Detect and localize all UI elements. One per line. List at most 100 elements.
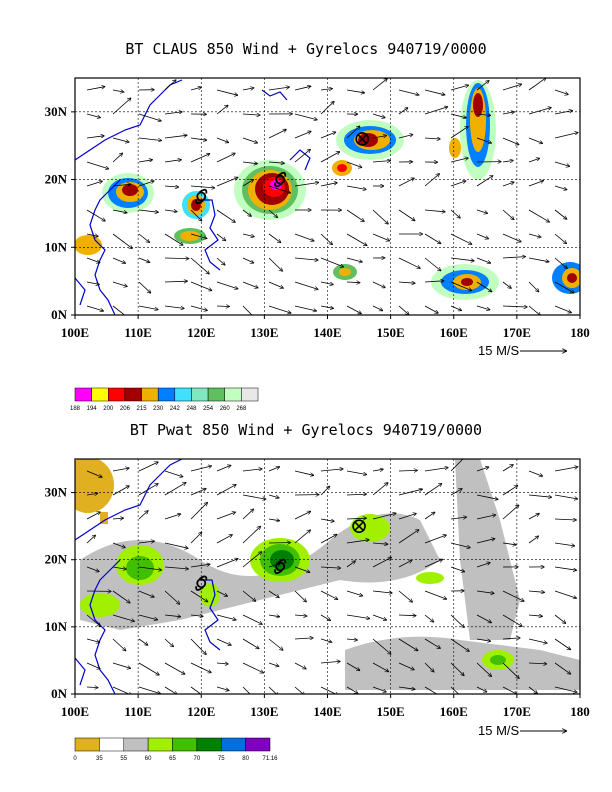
wind-vector bbox=[164, 112, 182, 115]
wind-vector bbox=[242, 638, 259, 649]
x-tick-label: 180 bbox=[570, 325, 590, 340]
gyre-cross-marker bbox=[355, 132, 370, 146]
wind-vector bbox=[86, 535, 95, 544]
y-tick-label: 20N bbox=[45, 552, 68, 567]
colorbar-swatch bbox=[147, 737, 173, 752]
wind-vector bbox=[424, 512, 435, 520]
x-tick-label: 100E bbox=[61, 325, 89, 340]
wind-vector bbox=[346, 470, 366, 475]
wind-vector bbox=[190, 503, 207, 520]
wind-vector bbox=[242, 590, 255, 601]
colorbar-label: 71.16 bbox=[262, 756, 278, 762]
wind-vector bbox=[86, 161, 108, 169]
wind-vector bbox=[86, 305, 103, 311]
wind-vector bbox=[424, 257, 441, 271]
cyclone-symbol-icon bbox=[275, 174, 286, 185]
wind-vector bbox=[190, 638, 206, 654]
wind-vector bbox=[476, 305, 490, 310]
wind-vector bbox=[320, 535, 337, 544]
wind-vector bbox=[138, 233, 149, 242]
colorbar-swatch bbox=[91, 387, 109, 402]
wind-vector bbox=[112, 638, 126, 651]
wind-vector bbox=[372, 136, 386, 139]
wind-vector bbox=[528, 591, 544, 592]
wind-vector bbox=[476, 137, 491, 143]
wind-vector bbox=[554, 686, 577, 692]
wind-vector bbox=[86, 470, 102, 477]
wind-vector bbox=[554, 209, 567, 219]
wind-vector bbox=[86, 687, 98, 688]
wind-vector bbox=[372, 590, 392, 593]
wind-vector bbox=[242, 662, 263, 673]
wind-vector bbox=[294, 638, 313, 639]
x-tick-label: 120E bbox=[187, 704, 215, 719]
pwat-field bbox=[75, 459, 580, 690]
wind-vector bbox=[450, 127, 468, 139]
wind-vector bbox=[294, 470, 313, 475]
wind-vector bbox=[502, 465, 513, 472]
wind-vector bbox=[528, 494, 551, 497]
wind-vector bbox=[398, 530, 419, 544]
colorbar-swatch bbox=[74, 737, 100, 752]
wind-vector bbox=[450, 614, 464, 627]
wind-vector bbox=[86, 233, 98, 236]
wind-vector bbox=[398, 590, 412, 602]
wind-vector bbox=[242, 257, 253, 263]
wind-vector bbox=[216, 559, 238, 568]
cyclone-symbol-tail bbox=[195, 188, 208, 205]
wind-vector bbox=[346, 185, 366, 189]
wind-vector bbox=[502, 662, 519, 678]
wind-vector bbox=[476, 638, 490, 641]
colorbar-swatch bbox=[74, 387, 92, 402]
wind-vector bbox=[450, 686, 460, 694]
grid-lines-2 bbox=[75, 459, 580, 694]
wind-vector bbox=[502, 306, 527, 307]
wind-vector bbox=[502, 686, 517, 694]
y-tick-label: 20N bbox=[45, 172, 68, 187]
wind-vector bbox=[112, 90, 124, 92]
colorbar-swatch bbox=[174, 387, 192, 402]
wind-vector bbox=[190, 590, 207, 602]
wind-vector bbox=[138, 662, 159, 675]
wind-vector bbox=[138, 257, 149, 262]
wind-vector bbox=[398, 686, 415, 689]
panel1-axes: 100E 110E 120E 130E 140E 150E 160E 170E 180 0N 10N… bbox=[45, 104, 590, 340]
colorbar-swatch bbox=[172, 737, 198, 752]
y-tick-label: 10N bbox=[45, 239, 68, 254]
wind-vector bbox=[164, 514, 180, 520]
wind-vector bbox=[190, 533, 202, 544]
wind-vector bbox=[216, 233, 225, 240]
y-tick-label: 0N bbox=[51, 686, 68, 701]
cyclone-symbol-tail bbox=[274, 171, 287, 188]
wind-vector bbox=[190, 489, 206, 496]
wind-vector bbox=[398, 615, 416, 616]
wind-vector bbox=[528, 638, 547, 643]
colorbar-label: 260 bbox=[220, 406, 231, 412]
wind-vector bbox=[476, 662, 491, 676]
wind-vector bbox=[424, 662, 434, 672]
wind-vector bbox=[242, 88, 254, 90]
wind-vector bbox=[216, 465, 231, 472]
wind-vector bbox=[86, 493, 97, 495]
x-tick-label: 140E bbox=[313, 325, 341, 340]
wind-vector bbox=[242, 180, 253, 187]
colorbar-swatch bbox=[191, 387, 209, 402]
wind-vector bbox=[294, 86, 311, 91]
wind-vector bbox=[242, 509, 253, 520]
colorbar-label: 248 bbox=[186, 406, 197, 412]
wind-vector bbox=[242, 614, 262, 624]
wind-vector bbox=[346, 540, 369, 544]
wind-vector bbox=[242, 114, 260, 115]
wind-vector bbox=[554, 494, 577, 499]
wind-vector bbox=[554, 233, 566, 243]
wind-vector bbox=[346, 494, 366, 495]
wind-vector bbox=[398, 282, 415, 283]
wind-vector bbox=[346, 518, 366, 519]
wind-vector bbox=[476, 81, 489, 91]
colorbar-swatch bbox=[245, 737, 271, 752]
wind-vector bbox=[138, 511, 148, 520]
wind-vector bbox=[216, 153, 235, 163]
wind-vector bbox=[554, 161, 569, 166]
wind-vector bbox=[190, 87, 201, 91]
wind-vector bbox=[190, 233, 207, 238]
